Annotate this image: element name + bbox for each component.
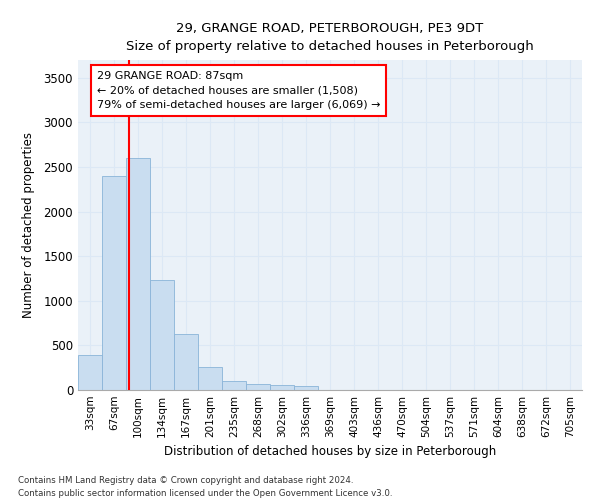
Bar bbox=[222, 381, 246, 390]
Text: Contains HM Land Registry data © Crown copyright and database right 2024.
Contai: Contains HM Land Registry data © Crown c… bbox=[18, 476, 392, 498]
Title: 29, GRANGE ROAD, PETERBOROUGH, PE3 9DT
Size of property relative to detached hou: 29, GRANGE ROAD, PETERBOROUGH, PE3 9DT S… bbox=[126, 22, 534, 54]
Bar bbox=[294, 386, 318, 390]
Bar bbox=[126, 158, 150, 390]
Bar bbox=[174, 334, 198, 390]
Text: 29 GRANGE ROAD: 87sqm
← 20% of detached houses are smaller (1,508)
79% of semi-d: 29 GRANGE ROAD: 87sqm ← 20% of detached … bbox=[97, 70, 380, 110]
Y-axis label: Number of detached properties: Number of detached properties bbox=[22, 132, 35, 318]
Bar bbox=[246, 384, 270, 390]
X-axis label: Distribution of detached houses by size in Peterborough: Distribution of detached houses by size … bbox=[164, 446, 496, 458]
Bar bbox=[270, 385, 294, 390]
Bar bbox=[150, 280, 174, 390]
Bar bbox=[198, 368, 222, 390]
Bar bbox=[102, 176, 126, 390]
Bar bbox=[78, 355, 102, 390]
